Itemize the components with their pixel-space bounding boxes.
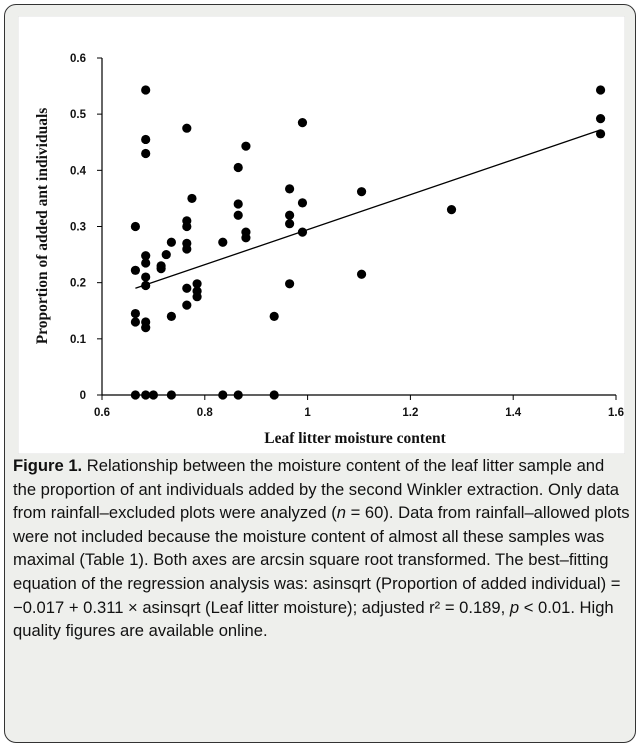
data-point	[166, 237, 176, 247]
data-point	[141, 134, 151, 145]
data-point	[141, 317, 151, 327]
x-tick-label: 1.6	[608, 407, 624, 419]
data-point	[182, 300, 192, 310]
data-point	[218, 237, 228, 247]
data-point	[297, 117, 308, 128]
data-point	[182, 283, 192, 293]
data-point	[446, 205, 457, 215]
y-tick-label: 0.3	[70, 222, 86, 234]
data-point	[141, 390, 151, 400]
data-point	[192, 279, 202, 289]
caption-text: Relationship between the moisture conten…	[13, 456, 620, 523]
data-point	[161, 249, 171, 260]
data-point	[595, 85, 606, 95]
data-point	[233, 390, 243, 400]
data-point	[269, 390, 279, 400]
data-point	[595, 129, 606, 139]
x-tick-label: 1	[304, 407, 311, 419]
data-point	[130, 265, 141, 275]
data-point	[241, 227, 251, 237]
y-tick-label: 0	[80, 390, 86, 402]
caption-text: = 60). Data from rainfall–allowed plots …	[13, 503, 630, 617]
data-point	[269, 311, 279, 321]
data-point	[218, 390, 228, 400]
data-point	[285, 184, 295, 194]
data-point	[285, 279, 295, 289]
x-tick-label: 1.2	[402, 407, 418, 419]
caption-text: < 0.01. High quality figures are availab…	[13, 597, 614, 641]
caption-italic: n	[336, 503, 346, 523]
data-point	[182, 123, 192, 133]
data-point	[356, 187, 367, 197]
caption-label: Figure 1.	[13, 456, 83, 475]
data-point	[166, 311, 176, 321]
data-point	[233, 199, 243, 209]
x-tick-label: 0.6	[94, 407, 110, 419]
data-point	[156, 261, 166, 271]
data-point	[130, 221, 141, 232]
data-point	[141, 85, 151, 95]
data-point	[130, 390, 141, 400]
y-tick-label: 0.5	[70, 109, 87, 121]
data-point	[285, 210, 295, 220]
chart-background	[18, 16, 625, 454]
data-point	[166, 390, 176, 400]
caption-italic: p	[509, 597, 520, 617]
x-tick-label: 1.4	[505, 407, 522, 419]
data-point	[233, 162, 243, 173]
data-point	[141, 148, 151, 159]
data-point	[356, 269, 367, 279]
caption: Figure 1. Relationship between the moist…	[13, 454, 631, 643]
data-point	[182, 238, 192, 248]
trend-line	[135, 129, 601, 289]
x-axis-title: Leaf litter moisture content	[264, 430, 446, 447]
data-point	[141, 280, 151, 291]
data-point	[141, 258, 151, 268]
data-point	[233, 210, 243, 220]
chart: Leaf litter moisture content Proportion …	[18, 16, 625, 454]
figure-frame: Leaf litter moisture content Proportion …	[4, 4, 636, 743]
data-point	[187, 193, 197, 204]
data-point	[192, 286, 202, 296]
data-point	[285, 219, 295, 229]
y-axis-title: Proportion of added ant individuals	[34, 108, 51, 345]
y-tick-label: 0.6	[70, 53, 86, 65]
data-point	[595, 114, 606, 124]
data-point	[297, 227, 308, 237]
data-point	[141, 272, 151, 282]
data-point	[297, 198, 308, 208]
y-tick-label: 0.4	[70, 165, 87, 177]
data-point	[141, 251, 151, 261]
data-point	[148, 390, 158, 400]
data-point	[130, 317, 141, 327]
y-tick-label: 0.1	[70, 334, 87, 346]
data-point	[241, 141, 251, 151]
y-tick-label: 0.2	[70, 278, 86, 290]
data-point	[182, 216, 192, 226]
x-tick-label: 0.8	[197, 407, 214, 419]
data-point	[130, 308, 141, 319]
